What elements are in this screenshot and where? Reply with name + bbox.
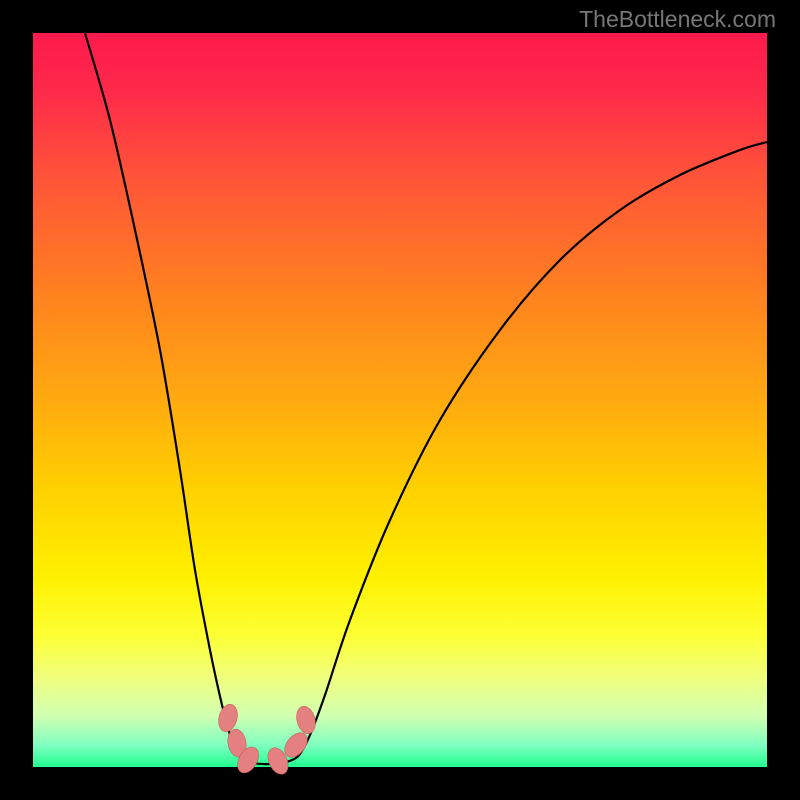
chart-container: TheBottleneck.com — [0, 0, 800, 800]
plot-gradient-rect — [33, 33, 767, 767]
chart-svg — [0, 0, 800, 800]
